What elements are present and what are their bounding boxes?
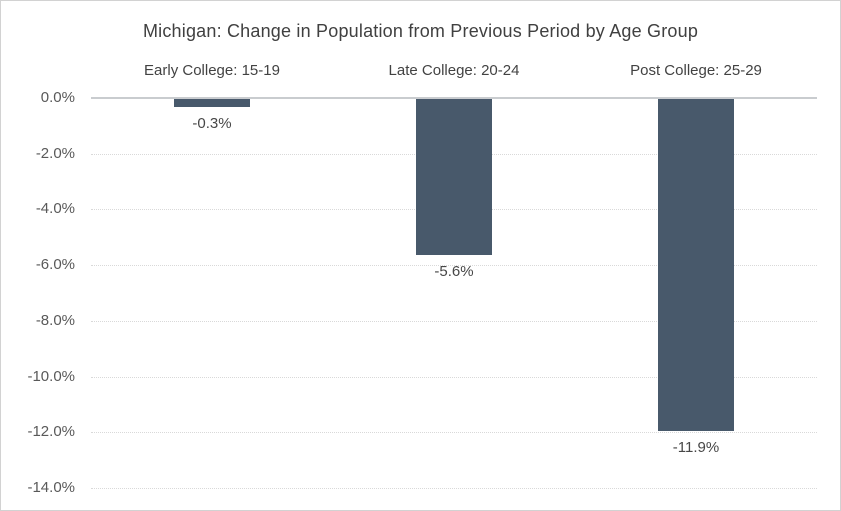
bar-value-label: -0.3% xyxy=(192,115,232,133)
y-axis-tick-label: 0.0% xyxy=(40,89,75,106)
y-axis-tick-label: -14.0% xyxy=(27,479,75,496)
category-label: Early College: 15-19 xyxy=(144,62,280,79)
gridline xyxy=(91,376,817,378)
zero-axis-line xyxy=(91,97,817,99)
gridline xyxy=(91,488,817,489)
bar xyxy=(174,99,250,108)
y-axis-tick-label: -10.0% xyxy=(27,367,75,385)
y-axis-tick-label: -4.0% xyxy=(35,200,75,218)
bar xyxy=(416,99,492,255)
chart-title: Michigan: Change in Population from Prev… xyxy=(142,21,699,41)
category-label: Post College: 25-29 xyxy=(630,62,762,79)
y-axis-tick-label: -12.0% xyxy=(27,423,75,441)
y-axis-tick-label: -8.0% xyxy=(35,311,75,329)
bar-value-label: -5.6% xyxy=(434,263,474,280)
y-axis-tick-label: -6.0% xyxy=(35,256,75,274)
bar-value-label: -11.9% xyxy=(672,438,720,456)
gridline xyxy=(91,320,817,322)
category-label: Late College: 20-24 xyxy=(388,62,520,79)
gridline xyxy=(91,265,817,267)
bar xyxy=(658,99,734,431)
gridline xyxy=(91,432,817,434)
y-axis-tick-label: -2.0% xyxy=(35,144,75,162)
